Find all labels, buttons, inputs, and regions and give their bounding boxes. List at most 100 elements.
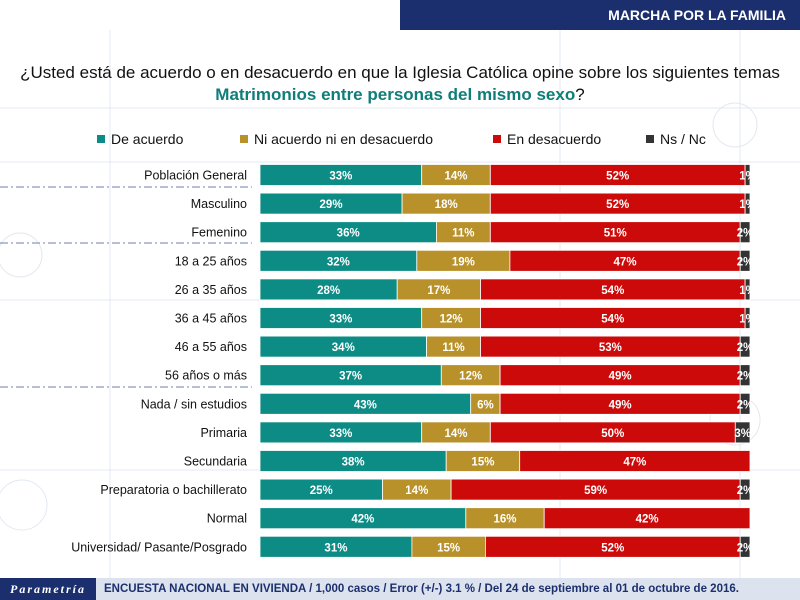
question-text: ¿Usted está de acuerdo o en desacuerdo e…	[20, 63, 780, 82]
bar-segment-ns-nc	[739, 364, 751, 387]
question-topic-line: Matrimonios entre personas del mismo sex…	[0, 84, 800, 106]
bar-segment-ns-nc	[739, 335, 751, 358]
bar-row-26-a-35-anos: 26 a 35 años 28% 17% 54% 1%	[175, 278, 756, 301]
data-label: 12%	[459, 371, 482, 383]
legend-item-ni-acuerdo: Ni acuerdo ni en desacuerdo	[240, 131, 433, 147]
data-label: 1%	[739, 314, 756, 326]
bar-row-18-a-25-anos: 18 a 25 años 32% 19% 47% 2%	[175, 249, 754, 272]
legend-swatch-ns-nc	[646, 135, 654, 143]
data-label: 19%	[452, 256, 475, 268]
data-label: 47%	[623, 457, 646, 469]
question-topic: Matrimonios entre personas del mismo sex…	[215, 85, 576, 104]
data-label: 32%	[327, 256, 350, 268]
bar-row-normal: Normal 42% 16% 42%	[207, 507, 751, 530]
bar-row-secundaria: Secundaria 38% 15% 47%	[184, 450, 751, 472]
category-label: Normal	[207, 512, 247, 526]
data-label: 29%	[320, 199, 343, 211]
bar-segment-ns-nc	[739, 535, 751, 558]
data-label: 51%	[604, 228, 627, 240]
question-suffix: ?	[575, 85, 585, 104]
category-label: 26 a 35 años	[175, 283, 247, 297]
category-label: Universidad/ Pasante/Posgrado	[71, 540, 247, 554]
data-label: 11%	[442, 342, 464, 354]
category-label: 46 a 55 años	[175, 340, 247, 354]
data-label: 2%	[737, 542, 754, 554]
legend-item-desacuerdo: En desacuerdo	[493, 131, 601, 147]
data-label: 34%	[332, 342, 355, 354]
header-banner: MARCHA POR LA FAMILIA	[400, 0, 800, 30]
bar-row-46-a-55-anos: 46 a 55 años 34% 11% 53% 2%	[175, 335, 754, 358]
bar-row-56-anos-o-mas: 56 años o más 37% 12% 49% 2%	[165, 364, 754, 387]
data-label: 6%	[477, 399, 494, 411]
legend-item-de-acuerdo: De acuerdo	[97, 131, 183, 147]
data-label: 53%	[599, 342, 622, 354]
data-label: 12%	[440, 314, 463, 326]
data-label: 2%	[737, 256, 754, 268]
data-label: 17%	[427, 285, 450, 297]
data-label: 3%	[734, 428, 751, 440]
data-label: 15%	[471, 457, 494, 469]
bar-segment-en-desacuerdo	[519, 450, 751, 472]
category-label: Primaria	[200, 426, 247, 440]
bar-segment-ns-nc	[739, 478, 751, 501]
legend-label-ns-nc: Ns / Nc	[660, 131, 706, 147]
bar-row-femenino: Femenino 36% 11% 51% 2%	[191, 221, 754, 244]
data-label: 43%	[354, 399, 377, 411]
data-label: 47%	[614, 256, 637, 268]
data-label: 11%	[452, 228, 474, 240]
category-label: Preparatoria o bachillerato	[100, 483, 247, 497]
header-title: MARCHA POR LA FAMILIA	[608, 7, 786, 23]
category-label: Masculino	[191, 197, 247, 211]
data-label: 42%	[351, 514, 374, 526]
category-label: 36 a 45 años	[175, 312, 247, 326]
data-label: 33%	[329, 314, 352, 326]
bar-row-poblacion-general: Población General 33% 14% 52% 1%	[144, 164, 756, 186]
data-label: 14%	[444, 171, 467, 183]
data-label: 50%	[601, 428, 624, 440]
legend-label-desacuerdo: En desacuerdo	[507, 131, 602, 147]
bar-row-masculino: Masculino 29% 18% 52% 1%	[191, 192, 756, 215]
data-label: 54%	[601, 285, 624, 297]
data-label: 49%	[609, 371, 632, 383]
data-label: 2%	[737, 228, 754, 240]
category-label: Secundaria	[184, 455, 247, 469]
bar-segment-ns-nc	[739, 221, 751, 244]
bar-segment-ns-nc	[744, 307, 751, 329]
bar-row-primaria: Primaria 33% 14% 50% 3%	[200, 421, 751, 444]
data-label: 2%	[737, 342, 754, 354]
bar-segment-ns-nc	[739, 392, 751, 415]
data-label: 18%	[435, 199, 458, 211]
data-label: 36%	[337, 228, 360, 240]
data-label: 25%	[310, 485, 333, 497]
data-label: 59%	[584, 485, 607, 497]
question-title: ¿Usted está de acuerdo o en desacuerdo e…	[0, 62, 800, 106]
data-label: 14%	[405, 485, 428, 497]
category-label: Nada / sin estudios	[141, 397, 247, 411]
data-label: 38%	[342, 457, 365, 469]
legend-swatch-de-acuerdo	[97, 135, 105, 143]
data-label: 31%	[324, 542, 347, 554]
legend-label-ni-acuerdo: Ni acuerdo ni en desacuerdo	[254, 131, 434, 147]
bar-segment-ns-nc	[734, 421, 751, 444]
category-label: 18 a 25 años	[175, 254, 247, 268]
category-label: Población General	[144, 169, 247, 183]
data-label: 42%	[636, 514, 659, 526]
data-label: 14%	[444, 428, 467, 440]
data-label: 52%	[606, 199, 629, 211]
legend-swatch-ni-acuerdo	[240, 135, 248, 143]
footer-survey-info: ENCUESTA NACIONAL EN VIVIENDA / 1,000 ca…	[104, 583, 739, 595]
data-label: 28%	[317, 285, 340, 297]
data-label: 37%	[339, 371, 362, 383]
data-label: 1%	[739, 171, 756, 183]
chart-legend: De acuerdo Ni acuerdo ni en desacuerdo E…	[0, 131, 800, 151]
bar-segment-ns-nc	[744, 164, 751, 186]
category-label: Femenino	[191, 226, 247, 240]
bar-segment-ns-nc	[744, 278, 751, 301]
data-label: 52%	[601, 542, 624, 554]
bar-row-universidad-pasante-posgrado: Universidad/ Pasante/Posgrado 31% 15% 52% 2%	[71, 535, 754, 558]
bar-segment-ns-nc	[744, 192, 751, 215]
data-label: 2%	[737, 371, 754, 383]
data-label: 2%	[737, 485, 754, 497]
bar-row-36-a-45-anos: 36 a 45 años 33% 12% 54% 1%	[175, 307, 756, 329]
